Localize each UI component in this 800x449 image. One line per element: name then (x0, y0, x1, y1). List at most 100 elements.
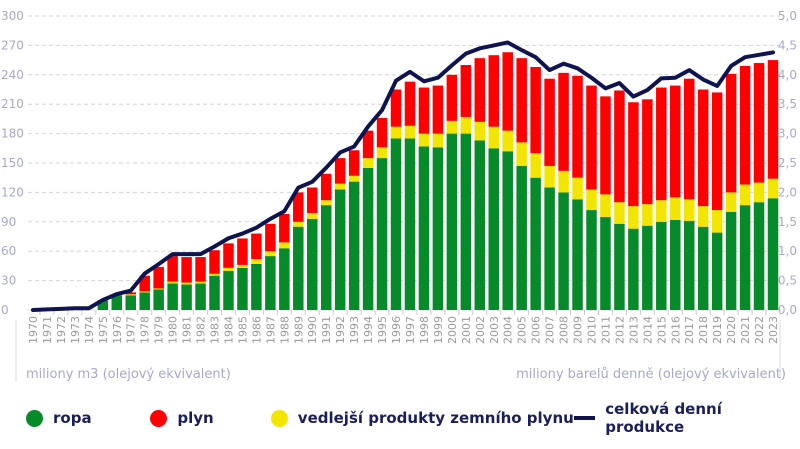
bar-ropa (600, 216, 611, 310)
legend-item-celkova: celková denní produkce (573, 400, 800, 436)
x-tick-label: 2012 (613, 316, 626, 344)
legend-line-icon (573, 416, 596, 420)
bar-plyn (237, 238, 248, 265)
bar-plyn (181, 257, 192, 283)
bar-ropa (223, 270, 234, 310)
bar-plyn (670, 85, 681, 198)
bar-vedlejší (251, 259, 262, 264)
bar-vedlejší (418, 133, 430, 147)
x-tick-label: 1971 (41, 316, 54, 344)
bar-plyn (753, 63, 765, 183)
x-tick-label: 1996 (390, 316, 403, 344)
bar-ropa (418, 146, 430, 310)
bar-ropa (502, 151, 513, 310)
bar-vedlejší (460, 116, 472, 134)
bar-plyn (167, 256, 178, 282)
bar-plyn (306, 187, 318, 213)
bar-plyn (418, 87, 430, 134)
x-tick-label: 1987 (264, 316, 277, 344)
bar-plyn (279, 213, 290, 243)
bar-ropa (153, 289, 164, 310)
bar-plyn (544, 78, 555, 166)
x-tick-label: 2005 (516, 316, 529, 344)
x-tick-label: 1981 (181, 316, 194, 344)
bar-vedlejší (558, 170, 569, 193)
bar-ropa (251, 263, 262, 310)
bar-vedlejší (711, 210, 723, 233)
right-tick-label: 5,0 (778, 9, 797, 23)
bar-plyn (125, 292, 136, 295)
bar-vedlejší (572, 177, 583, 200)
bar-plyn (739, 65, 751, 185)
bar-vedlejší (516, 142, 527, 166)
bar-ropa (139, 292, 150, 310)
bar-ropa (586, 210, 597, 310)
legend-swatch-icon (26, 409, 43, 427)
bar-plyn (656, 87, 667, 201)
x-tick-label: 2001 (460, 316, 473, 344)
bar-ropa (362, 167, 374, 310)
bar-ropa (725, 212, 737, 310)
bar-plyn (376, 117, 388, 148)
bar-vedlejší (753, 182, 765, 203)
x-tick-label: 1972 (55, 316, 68, 344)
x-tick-label: 1998 (418, 316, 431, 344)
left-axis-label: miliony m3 (olejový ekvivalent) (26, 367, 231, 382)
bar-vedlejší (656, 200, 667, 222)
x-tick-label: 1985 (236, 316, 249, 344)
left-tick-label: 210 (1, 97, 24, 111)
bar-vedlejší (237, 264, 248, 268)
bar-plyn (334, 158, 346, 184)
bar-ropa (711, 232, 723, 310)
legend-label: ropa (53, 409, 92, 427)
bar-ropa (209, 275, 220, 310)
legend-label: vedlejší produkty zemního plynu (297, 409, 574, 427)
bar-ropa (97, 300, 109, 310)
x-tick-label: 1977 (125, 316, 138, 344)
right-tick-label: 3,5 (778, 97, 797, 111)
x-tick-label: 2022 (753, 316, 766, 344)
x-tick-label: 2004 (502, 316, 515, 344)
left-tick-label: 180 (1, 127, 24, 141)
left-tick-label: 0 (1, 303, 9, 317)
x-tick-label: 2017 (683, 316, 696, 344)
bar-vedlejší (181, 282, 192, 285)
x-tick-label: 1982 (195, 316, 208, 344)
bar-vedlejší (139, 291, 150, 293)
bar-ropa (488, 148, 500, 310)
bar-vedlejší (767, 178, 779, 199)
bar-vedlejší (390, 126, 402, 139)
bar-vedlejší (223, 267, 234, 271)
left-tick-label: 60 (1, 244, 16, 258)
bar-plyn (195, 257, 206, 282)
bar-vedlejší (153, 288, 164, 290)
x-tick-label: 1988 (278, 316, 291, 344)
bar-plyn (558, 72, 569, 171)
bar-ropa (530, 177, 541, 310)
bar-ropa (474, 140, 486, 310)
right-tick-label: 4,5 (778, 38, 797, 52)
bar-vedlejší (488, 126, 500, 149)
bar-plyn (725, 73, 737, 193)
bar-plyn (251, 233, 262, 260)
bar-ropa (265, 256, 276, 310)
x-tick-label: 1995 (376, 316, 389, 344)
legend-swatch-icon (150, 409, 168, 427)
bar-ropa (181, 284, 192, 310)
x-tick-label: 2018 (697, 316, 710, 344)
bar-plyn (474, 58, 486, 122)
bar-plyn (586, 85, 597, 190)
bar-ropa (628, 228, 639, 310)
bar-vedlejší (683, 199, 695, 221)
right-tick-label: 1,0 (778, 244, 797, 258)
x-tick-label: 2006 (530, 316, 543, 344)
bar-vedlejší (642, 204, 653, 226)
bar-plyn (614, 90, 625, 203)
bar-vedlejší (279, 242, 290, 249)
x-tick-label: 2016 (669, 316, 682, 344)
bar-plyn (139, 275, 150, 292)
line-celkova-produkce (31, 40, 775, 312)
bar-ropa (125, 295, 136, 310)
bar-ropa (320, 205, 332, 310)
